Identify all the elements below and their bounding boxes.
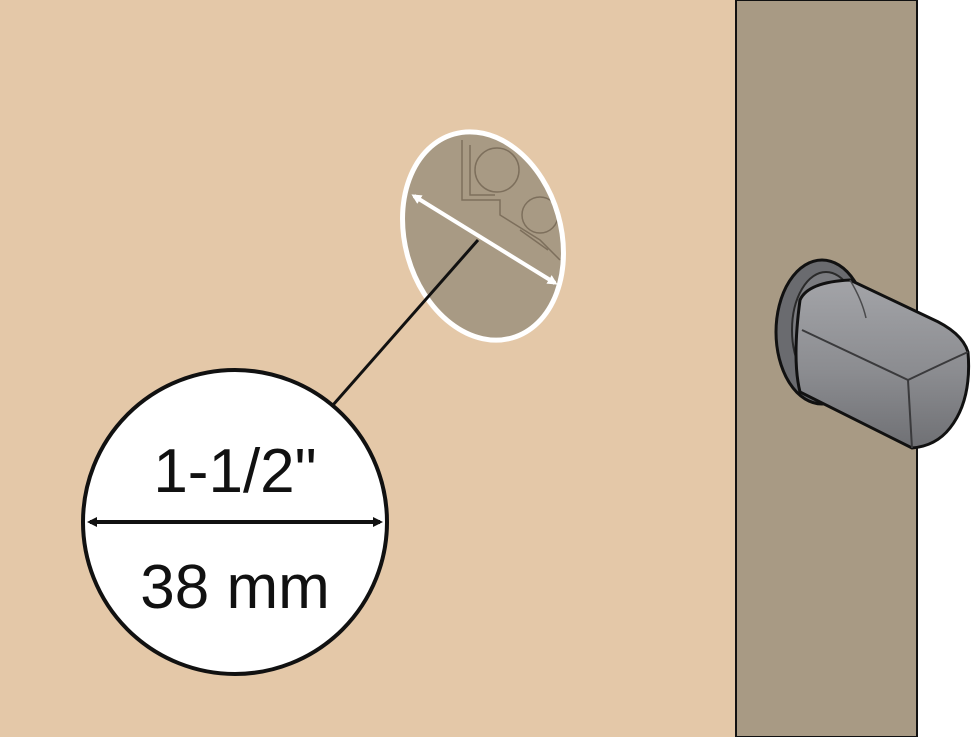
- dimension-imperial: 1-1/2": [153, 437, 316, 506]
- leader-line: [331, 239, 480, 406]
- bore-hole: [400, 129, 566, 343]
- hole-diameter-arrow: [411, 194, 558, 285]
- latch-knob: [774, 258, 971, 450]
- bore-hole-outline: [400, 129, 566, 343]
- door-face: [0, 0, 736, 737]
- dimension-metric: 38 mm: [140, 553, 329, 622]
- knob-body: [794, 278, 971, 450]
- dimension-callout: 1-1/2" 38 mm: [81, 368, 389, 676]
